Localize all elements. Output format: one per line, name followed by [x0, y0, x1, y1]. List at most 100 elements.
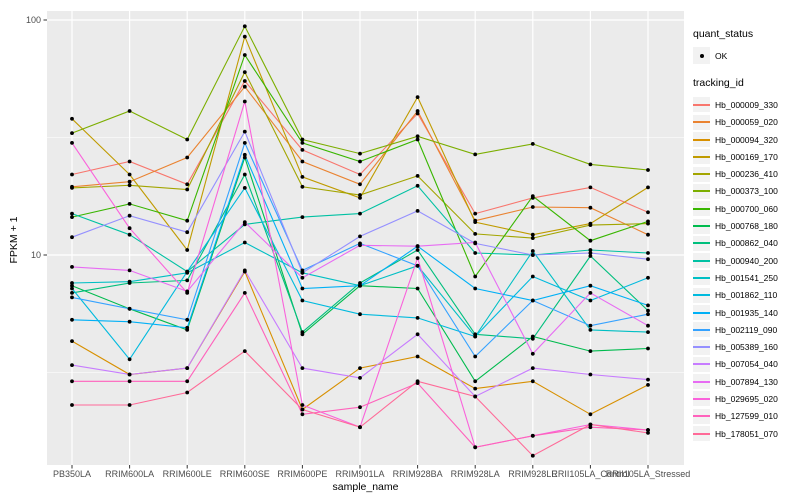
- data-point: [185, 269, 190, 274]
- data-point: [185, 182, 190, 187]
- legend-key-line: [693, 356, 710, 372]
- legend-item-label: Hb_000700_060: [715, 203, 778, 214]
- data-point: [646, 251, 650, 255]
- data-point: [530, 366, 535, 370]
- data-point: [242, 79, 247, 83]
- data-point: [646, 168, 650, 172]
- data-point: [70, 283, 74, 288]
- data-point: [242, 240, 247, 245]
- y-tick-label: 100: [26, 15, 41, 25]
- legend-item-label: Hb_000169_170: [715, 151, 778, 162]
- legend-item: Hb_000373_100: [693, 183, 799, 200]
- data-point: [242, 172, 247, 177]
- legend-key-line: [693, 149, 710, 165]
- series-color-swatch: [693, 225, 710, 228]
- data-point: [530, 379, 535, 384]
- data-point: [358, 193, 362, 197]
- data-point: [646, 428, 650, 432]
- legend-item-label: Hb_127599_010: [715, 411, 778, 422]
- data-point: [127, 226, 132, 231]
- series-color-swatch: [693, 103, 710, 106]
- legend-item-label: Hb_002119_090: [715, 324, 778, 335]
- data-point: [530, 453, 535, 458]
- legend-item: Hb_000094_320: [693, 131, 799, 148]
- legend-item-label: Hb_000009_330: [715, 99, 778, 110]
- legend-key-line: [693, 391, 710, 407]
- data-point: [646, 275, 650, 280]
- legend-key-line: [693, 305, 710, 320]
- data-point: [127, 183, 132, 188]
- point-icon: [699, 53, 704, 58]
- series-color-swatch: [693, 207, 710, 210]
- data-point: [70, 403, 74, 407]
- legend-item: Hb_007054_040: [693, 356, 799, 373]
- legend-item-label: Hb_001935_140: [715, 307, 778, 318]
- data-point: [588, 422, 593, 427]
- x-tick-label: RRII105LA_Control: [551, 469, 629, 479]
- legend-key-line: [693, 287, 710, 303]
- data-point: [415, 332, 420, 337]
- data-point: [530, 253, 535, 257]
- series-color-swatch: [693, 259, 710, 262]
- legend-key-line: [693, 97, 710, 113]
- data-point: [646, 219, 650, 224]
- data-point: [588, 254, 593, 258]
- x-tick-label: RRIM600PE: [277, 469, 327, 479]
- data-point: [185, 278, 190, 283]
- data-point: [242, 53, 247, 57]
- data-point: [415, 244, 420, 249]
- data-point: [358, 159, 362, 164]
- data-point: [530, 351, 535, 356]
- legend-key-line: [693, 166, 710, 182]
- series-color-swatch: [693, 276, 710, 279]
- series-color-swatch: [693, 328, 710, 331]
- data-point: [473, 354, 478, 359]
- legend-item-label: Hb_005389_160: [715, 342, 778, 353]
- legend-tracking-items: Hb_000009_330 Hb_000059_020 Hb_000094_320 H…: [693, 96, 799, 442]
- legend-item-label: OK: [715, 50, 728, 61]
- data-point: [300, 215, 305, 220]
- data-point: [358, 243, 362, 248]
- data-point: [646, 383, 650, 387]
- legend-item-label: Hb_007054_040: [715, 359, 778, 370]
- data-point: [415, 109, 420, 113]
- data-point: [70, 339, 74, 343]
- legend-item: Hb_029695_020: [693, 390, 799, 407]
- series-color-swatch: [693, 121, 710, 124]
- data-point: [300, 286, 305, 291]
- data-point: [415, 256, 420, 260]
- legend-item: Hb_001935_140: [693, 304, 799, 321]
- data-point: [415, 248, 420, 252]
- legend-key-line: [693, 270, 710, 286]
- data-point: [530, 298, 535, 303]
- legend-item-label: Hb_000094_320: [715, 134, 778, 145]
- legend-item: Hb_002119_090: [693, 321, 799, 338]
- data-point: [358, 182, 362, 187]
- data-point: [70, 295, 74, 300]
- data-point: [242, 220, 247, 225]
- data-point: [588, 205, 593, 210]
- data-point: [530, 433, 535, 438]
- series-color-swatch: [693, 138, 710, 141]
- series-color-swatch: [693, 346, 710, 349]
- data-point: [127, 159, 132, 164]
- data-point: [358, 172, 362, 177]
- x-tick-label: RRII105LA_Stressed: [606, 469, 691, 479]
- series-color-swatch: [693, 380, 710, 383]
- series-color-swatch: [693, 363, 710, 366]
- x-tick-label: RRIM600LA: [105, 469, 154, 479]
- data-point: [646, 323, 650, 328]
- x-tick-label: RRIM928LE: [508, 469, 557, 479]
- data-point: [300, 184, 305, 189]
- data-point: [415, 183, 420, 188]
- data-point: [300, 159, 305, 164]
- data-point: [646, 232, 650, 237]
- legend: quant_status OK tracking_id Hb_000009_33…: [693, 28, 799, 442]
- data-point: [473, 220, 478, 225]
- legend-title-quant-status: quant_status: [693, 28, 754, 40]
- legend-title-tracking-id: tracking_id: [693, 77, 744, 90]
- data-point: [70, 141, 74, 145]
- data-point: [70, 186, 74, 190]
- data-point: [127, 202, 132, 206]
